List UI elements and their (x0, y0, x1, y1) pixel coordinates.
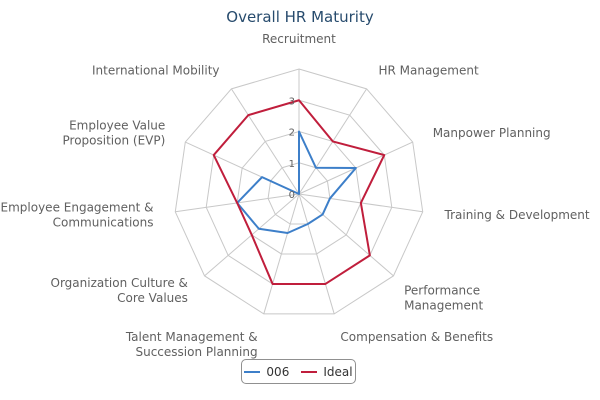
grid-ring-4 (174, 68, 424, 315)
radial-tick-label-3: 3 (289, 96, 295, 107)
legend-label-006: 006 (266, 364, 290, 379)
series-line-006 (236, 130, 357, 234)
category-label-10: International Mobility (92, 63, 220, 77)
legend-swatch-006 (244, 370, 261, 373)
category-label-7: Organization Culture & Core Values (51, 276, 188, 305)
legend-swatch-ideal (301, 370, 318, 373)
category-label-2: Manpower Planning (433, 126, 551, 140)
category-label-1: HR Management (378, 63, 479, 77)
legend: 006 Ideal (241, 359, 356, 384)
category-label-5: Compensation & Benefits (340, 330, 493, 344)
chart-title: Overall HR Maturity (226, 8, 374, 26)
grid-spoke-10 (230, 88, 300, 195)
grid-spoke-6 (263, 193, 300, 315)
radial-tick-label-1: 1 (289, 159, 295, 170)
legend-item-ideal[interactable]: Ideal (301, 364, 353, 379)
grid-spoke-4 (298, 193, 394, 277)
category-label-3: Training & Development (444, 208, 590, 222)
radial-ticks: 0 1 2 3 (289, 96, 295, 201)
series-line-ideal (212, 99, 386, 285)
category-label-6: Talent Management & Succession Planning (125, 330, 258, 359)
grid-ring-2 (236, 130, 362, 255)
radial-tick-label-0: 0 (289, 190, 295, 201)
legend-item-006[interactable]: 006 (244, 365, 289, 379)
radial-tick-label-2: 2 (289, 128, 295, 139)
category-labels: Recruitment HR Management Manpower Plannin… (1, 32, 590, 359)
category-label-8: Employee Engagement & Communications (1, 200, 154, 229)
category-label-0: Recruitment (262, 32, 336, 46)
category-label-9: Employee Value Proposition (EVP) (63, 118, 166, 147)
category-label-4: Performance Management (404, 283, 483, 312)
legend-label-ideal: Ideal (323, 364, 353, 379)
radar-series (212, 99, 386, 285)
grid-ring-1 (267, 162, 331, 225)
grid-spoke-5 (298, 193, 335, 315)
